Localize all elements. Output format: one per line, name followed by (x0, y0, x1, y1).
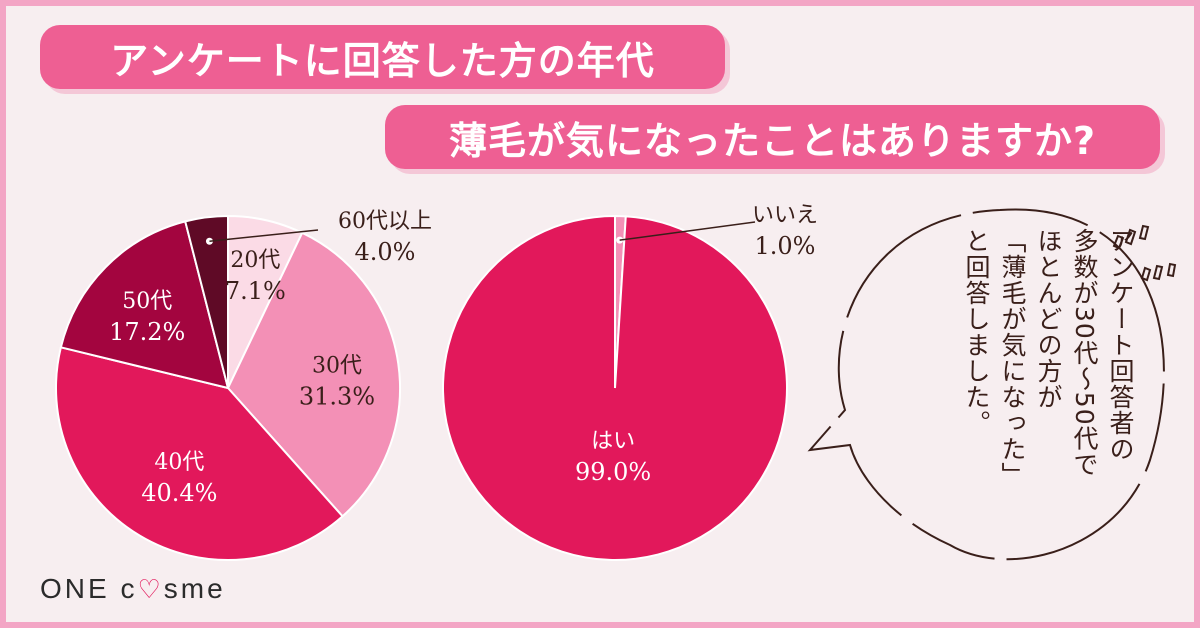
slice-category-label: 60代以上 (338, 209, 432, 234)
pie-slice-0-3 (59, 220, 230, 390)
slice-category-label: いいえ (752, 203, 818, 228)
slice-percent-label: 99.0% (575, 458, 651, 486)
slice-percent-label: 40.4% (141, 479, 217, 507)
slice-percent-label: 4.0% (355, 238, 416, 266)
pie-slice-0-4 (184, 214, 229, 389)
leader-line (209, 229, 319, 242)
slice-percent-label: 31.3% (299, 382, 375, 410)
bubble-line: 多数が30代～50代で (1070, 228, 1099, 478)
emphasis-marks (1112, 224, 1177, 282)
logo-text-end: sme (163, 573, 226, 604)
slice-percent-label: 1.0% (755, 232, 816, 260)
age-pie-chart: 20代 7.1% 30代 31.3% 40代 40.4% 50代 17.2% 60代以上 4.0% (55, 209, 432, 561)
bubble-line: ほとんどの方が (1034, 228, 1063, 410)
thinning-hair-question-banner: 薄毛が気になったことはありますか? (385, 105, 1160, 169)
bubble-line: と回答しました。 (962, 228, 991, 436)
slice-category-label: はい (591, 429, 635, 454)
bubble-line: アンケート回答者の (1106, 228, 1135, 462)
logo-text-start: ONE c (40, 573, 138, 604)
slice-category-label: 30代 (312, 353, 362, 378)
pie-slice-1-1 (442, 214, 788, 561)
leader-line (619, 221, 756, 241)
slice-category-label: 20代 (230, 248, 280, 273)
hair-pie-chart: いいえ 1.0% はい 99.0% (442, 203, 818, 561)
pie-slice-0-1 (226, 231, 401, 518)
speech-bubble-text: アンケート回答者の 多数が30代～50代で ほとんどの方が 「薄毛が気になった」… (958, 228, 1138, 528)
speech-bubble (807, 208, 1177, 561)
age-question-banner: アンケートに回答した方の年代 (40, 25, 725, 89)
speech-bubble-outline (807, 208, 1165, 561)
heart-icon: ♡ (137, 574, 164, 604)
slice-percent-label: 7.1% (225, 277, 286, 305)
bubble-line: 「薄毛が気になった」 (998, 228, 1027, 488)
onecosme-logo: ONE c♡sme (40, 573, 226, 605)
slice-category-label: 40代 (154, 450, 204, 475)
slice-percent-label: 17.2% (109, 318, 185, 346)
pie-slice-0-2 (55, 346, 344, 561)
slice-category-label: 50代 (122, 289, 172, 314)
